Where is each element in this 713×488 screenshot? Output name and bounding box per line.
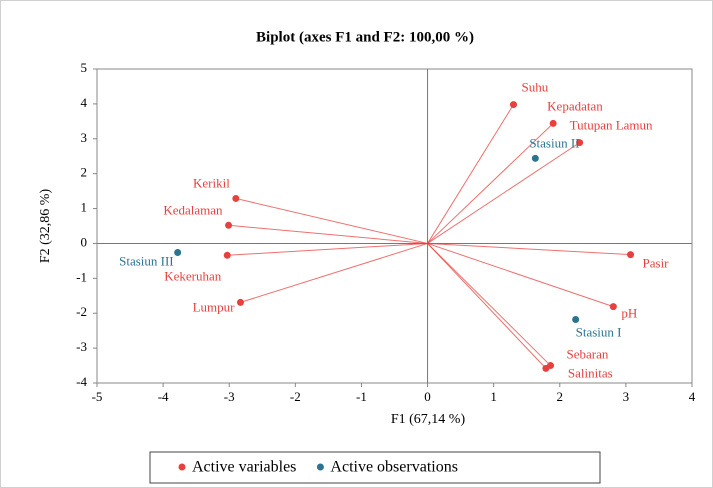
legend-label: Active variables	[192, 459, 296, 476]
point-label: Stasiun II	[529, 135, 579, 150]
y-tick-label: 5	[81, 60, 88, 75]
point	[572, 316, 580, 324]
y-tick-label: -4	[76, 374, 87, 389]
y-tick-label: 1	[81, 200, 88, 215]
chart-title: Biplot (axes F1 and F2: 100,00 %)	[256, 29, 474, 45]
point	[531, 154, 539, 162]
y-tick-label: 3	[81, 130, 88, 145]
x-tick-label: 3	[623, 389, 630, 404]
point	[542, 364, 550, 372]
vector	[240, 242, 428, 303]
point-label: Kerikil	[193, 175, 230, 190]
point-label: Lumpur	[193, 299, 236, 314]
y-tick-label: 4	[81, 95, 88, 110]
x-tick-label: -1	[356, 389, 367, 404]
vector	[235, 197, 428, 244]
y-axis-label: F2 (32,86 %)	[38, 189, 53, 264]
y-tick-label: -2	[76, 304, 87, 319]
point-label: Kedalaman	[163, 202, 223, 217]
vector	[427, 242, 631, 256]
y-tick-label: 0	[81, 234, 88, 249]
point-label: Stasiun I	[576, 324, 622, 339]
point-label: Stasiun III	[119, 253, 174, 268]
y-tick-label: 2	[81, 165, 88, 180]
vector	[427, 104, 514, 244]
point-label: Sebaran	[567, 347, 609, 362]
point-label: Kepadatan	[547, 98, 603, 113]
point-label: Tutupan Lamun	[570, 118, 653, 133]
point-label: Pasir	[643, 256, 670, 271]
legend-label: Active observations	[330, 459, 458, 476]
point	[549, 119, 557, 127]
point-label: Salinitas	[568, 365, 613, 380]
x-tick-label: 2	[557, 389, 564, 404]
vector	[427, 142, 580, 244]
x-tick-label: 0	[424, 389, 431, 404]
vector	[427, 123, 554, 244]
x-tick-label: -2	[290, 389, 301, 404]
plot-area	[96, 68, 693, 384]
point	[627, 251, 635, 259]
point-label: pH	[621, 306, 637, 321]
x-tick-label: -3	[224, 389, 235, 404]
x-tick-label: -5	[92, 389, 103, 404]
x-tick-label: -4	[158, 389, 169, 404]
vector	[227, 242, 428, 256]
legend-box	[149, 451, 601, 484]
y-tick-label: -3	[76, 339, 87, 354]
legend-marker	[178, 463, 186, 471]
point	[223, 251, 231, 259]
point	[236, 298, 244, 306]
point-label: Kekeruhan	[164, 268, 222, 283]
x-axis-label: F1 (67,14 %)	[391, 412, 466, 427]
point	[576, 139, 584, 147]
x-tick-label: 4	[689, 389, 696, 404]
point	[232, 194, 240, 202]
legend-marker	[316, 463, 324, 471]
point-label: Suhu	[522, 80, 549, 95]
vector	[427, 243, 551, 366]
x-tick-label: 1	[490, 389, 497, 404]
vector	[427, 242, 614, 308]
point	[510, 101, 517, 109]
point	[609, 303, 617, 311]
vector	[228, 224, 428, 244]
point	[225, 221, 233, 229]
y-tick-label: -1	[76, 269, 87, 284]
vector	[427, 243, 547, 369]
point	[174, 249, 182, 257]
